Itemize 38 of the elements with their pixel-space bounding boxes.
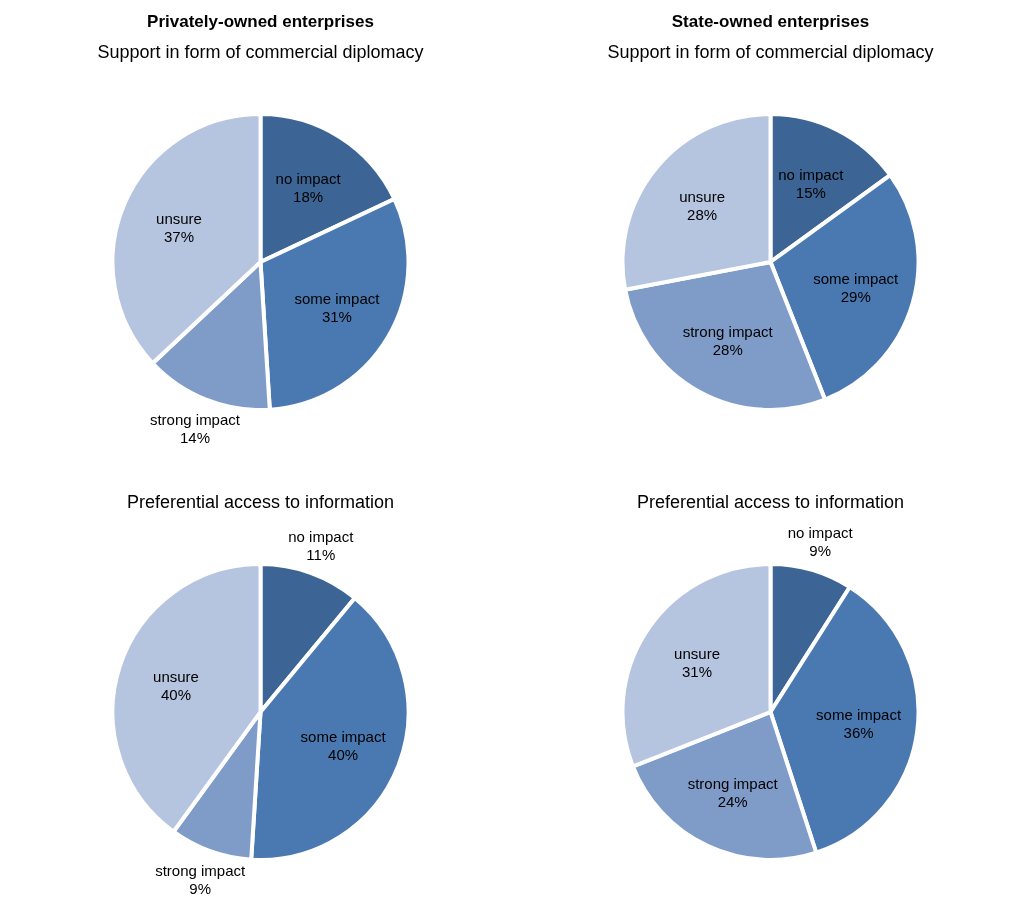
chart-title: State-owned enterprises bbox=[670, 11, 871, 33]
slice-label: some impact bbox=[813, 269, 900, 287]
chart-subtitle: Preferential access to information bbox=[635, 492, 906, 514]
slice-label: strong impact bbox=[149, 410, 241, 428]
data-label: 37% bbox=[163, 227, 195, 245]
data-label: 24% bbox=[717, 793, 748, 811]
chart-subtitle: Preferential access to information bbox=[125, 492, 396, 514]
slice-label: some impact bbox=[816, 706, 902, 724]
slice-label: strong impact bbox=[687, 775, 779, 793]
data-label: 11% bbox=[306, 545, 336, 563]
data-label: 14% bbox=[179, 428, 210, 446]
chart-subtitle: Support in form of commercial diplomacy bbox=[96, 42, 425, 64]
slice-label: strong impact bbox=[155, 862, 247, 880]
slice-label: unsure bbox=[674, 645, 720, 663]
slice-label: no impact bbox=[787, 524, 854, 542]
data-label: 31% bbox=[682, 663, 713, 681]
slice-label: unsure bbox=[679, 188, 726, 206]
slice-label: some impact bbox=[300, 727, 387, 745]
data-label: 28% bbox=[712, 340, 743, 358]
chart-title: Privately-owned enterprises bbox=[146, 11, 375, 33]
data-label: 40% bbox=[328, 745, 359, 763]
data-label: 9% bbox=[189, 880, 212, 898]
slice-label: unsure bbox=[153, 667, 199, 685]
slice-label: no impact bbox=[288, 527, 355, 545]
slice-label: unsure bbox=[156, 209, 202, 227]
data-label: 29% bbox=[840, 287, 871, 305]
slice-label: no impact bbox=[778, 165, 845, 183]
data-label: 40% bbox=[161, 685, 192, 703]
data-label: 18% bbox=[293, 188, 324, 206]
slice-label: some impact bbox=[294, 290, 381, 308]
chart-subtitle: Support in form of commercial diplomacy bbox=[606, 42, 935, 64]
slice-label: strong impact bbox=[682, 322, 774, 340]
data-label: 9% bbox=[809, 542, 831, 560]
data-label: 31% bbox=[321, 308, 352, 326]
slice-label: no impact bbox=[275, 170, 342, 188]
data-label: 36% bbox=[843, 724, 874, 742]
data-label: 15% bbox=[795, 183, 826, 201]
data-label: 28% bbox=[687, 206, 718, 224]
